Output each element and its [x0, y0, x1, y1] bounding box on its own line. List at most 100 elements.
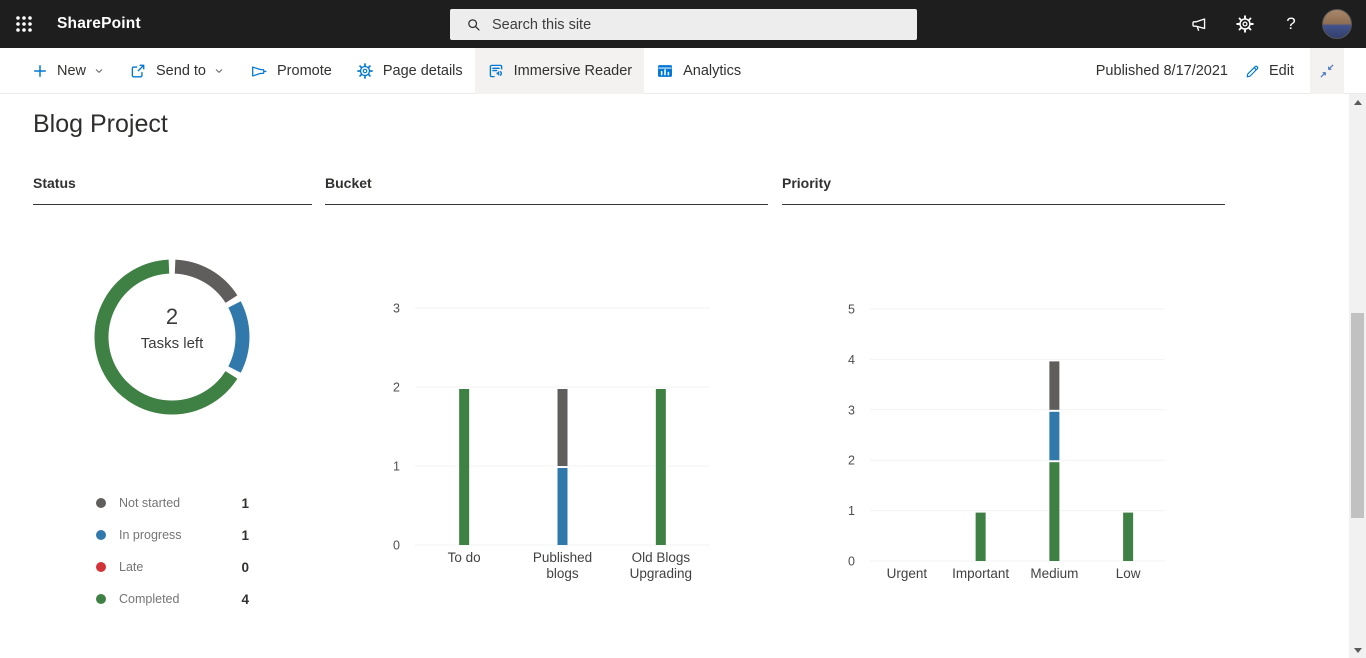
y-tick-label: 5 — [848, 303, 855, 317]
send-to-button[interactable]: Send to — [117, 48, 237, 94]
bar-segment-completed — [1049, 462, 1060, 561]
y-tick-label: 1 — [848, 504, 855, 518]
bar-segment-completed — [975, 512, 986, 561]
published-status: Published 8/17/2021 — [1095, 63, 1228, 79]
legend-value: 0 — [241, 559, 249, 575]
bar-segment-completed — [1123, 512, 1134, 561]
bar-segment-in-progress — [557, 468, 568, 545]
scroll-up-icon — [1353, 99, 1362, 105]
y-tick-label: 0 — [848, 555, 855, 569]
bar-segment-not-started — [557, 389, 568, 466]
immersive-reader-icon — [487, 62, 505, 80]
new-button[interactable]: New — [20, 48, 117, 94]
page-title: Blog Project — [33, 110, 168, 138]
edit-button[interactable]: Edit — [1244, 63, 1294, 80]
category-label: To do — [448, 550, 481, 565]
legend-dot — [96, 562, 106, 572]
category-label: Urgent — [887, 566, 928, 581]
bar-segment-completed — [655, 389, 666, 545]
bar-segment-in-progress — [1049, 411, 1060, 461]
immersive-reader-button[interactable]: Immersive Reader — [474, 48, 645, 94]
analytics-button[interactable]: Analytics — [644, 48, 753, 94]
settings-button[interactable] — [1222, 0, 1268, 48]
collapse-header-button[interactable] — [1310, 48, 1344, 94]
collapse-diagonal-icon — [1320, 64, 1334, 78]
question-mark-icon: ? — [1286, 14, 1296, 33]
scroll-up-button[interactable] — [1349, 94, 1366, 110]
y-tick-label: 2 — [393, 381, 400, 395]
donut-segment-not-started — [174, 259, 238, 304]
pencil-icon — [1244, 63, 1261, 80]
legend-value: 1 — [241, 495, 249, 511]
section-header-status: Status — [33, 175, 312, 205]
legend-dot — [96, 594, 106, 604]
gear-icon — [356, 62, 374, 80]
y-tick-label: 4 — [848, 353, 855, 367]
immersive-reader-label: Immersive Reader — [513, 63, 633, 79]
y-tick-label: 3 — [848, 403, 855, 417]
priority-bar-chart: 0 1 2 3 4 5 Urgent Important Medium Low — [848, 303, 1165, 581]
command-bar-left: New Send to — [20, 48, 753, 94]
command-bar-right: Published 8/17/2021 Edit — [1096, 48, 1344, 94]
section-header-priority: Priority — [782, 175, 1225, 205]
suite-bar-right: ? — [1176, 0, 1360, 48]
share-icon — [129, 62, 147, 80]
y-tick-label: 0 — [393, 539, 400, 553]
y-tick-label: 3 — [393, 302, 400, 316]
command-bar: New Send to — [0, 48, 1366, 94]
y-tick-label: 2 — [848, 454, 855, 468]
category-label: Low — [1116, 566, 1141, 581]
category-label: blogs — [546, 566, 579, 581]
donut-segment-completed — [94, 259, 238, 415]
category-label: Upgrading — [630, 566, 692, 581]
donut-center-value: 2 — [166, 304, 178, 329]
y-tick-label: 1 — [393, 460, 400, 474]
scrollbar-thumb[interactable] — [1351, 313, 1364, 518]
donut-segment-in-progress — [228, 301, 250, 373]
category-label: Important — [952, 566, 1009, 581]
category-label: Published — [533, 550, 592, 565]
vertical-scrollbar[interactable] — [1349, 94, 1366, 658]
scroll-down-button[interactable] — [1349, 642, 1366, 658]
analytics-label: Analytics — [683, 63, 742, 79]
promote-label: Promote — [277, 63, 332, 79]
avatar — [1322, 9, 1352, 39]
new-label: New — [57, 63, 87, 79]
donut-center-label: Tasks left — [141, 335, 204, 352]
legend-item-in-progress: In progress 1 — [96, 519, 249, 551]
chevron-down-icon — [93, 65, 105, 77]
promote-button[interactable]: Promote — [237, 48, 344, 94]
legend-label: Not started — [119, 496, 181, 510]
legend-label: Late — [119, 560, 144, 574]
search-icon — [468, 18, 480, 31]
megaphone-icon — [249, 62, 268, 81]
category-label: Medium — [1030, 566, 1078, 581]
bar-segment-completed — [459, 389, 470, 545]
help-button[interactable]: ? — [1268, 0, 1314, 48]
category-label: Old Blogs — [632, 550, 691, 565]
legend-value: 4 — [241, 591, 249, 607]
gear-icon — [1236, 15, 1254, 33]
megaphone-icon — [1192, 18, 1206, 31]
legend-dot — [96, 530, 106, 540]
app-name[interactable]: SharePoint — [57, 15, 141, 32]
site-search-box[interactable] — [450, 9, 917, 40]
announcements-button[interactable] — [1176, 0, 1222, 48]
legend-label: In progress — [119, 528, 182, 542]
page-details-label: Page details — [382, 63, 463, 79]
chevron-down-icon — [213, 65, 225, 77]
suite-bar: SharePoint — [0, 0, 1366, 48]
scroll-down-icon — [1353, 647, 1362, 653]
search-input[interactable] — [492, 16, 907, 33]
waffle-icon — [16, 16, 32, 32]
account-button[interactable] — [1314, 0, 1360, 48]
app-launcher-waffle-icon[interactable] — [0, 0, 48, 48]
legend-value: 1 — [241, 527, 249, 543]
analytics-icon — [656, 62, 674, 80]
send-to-label: Send to — [156, 63, 207, 79]
bar-segment-not-started — [1049, 361, 1060, 410]
page-details-button[interactable]: Page details — [344, 48, 475, 94]
legend-dot — [96, 498, 106, 508]
plus-icon — [32, 63, 48, 79]
